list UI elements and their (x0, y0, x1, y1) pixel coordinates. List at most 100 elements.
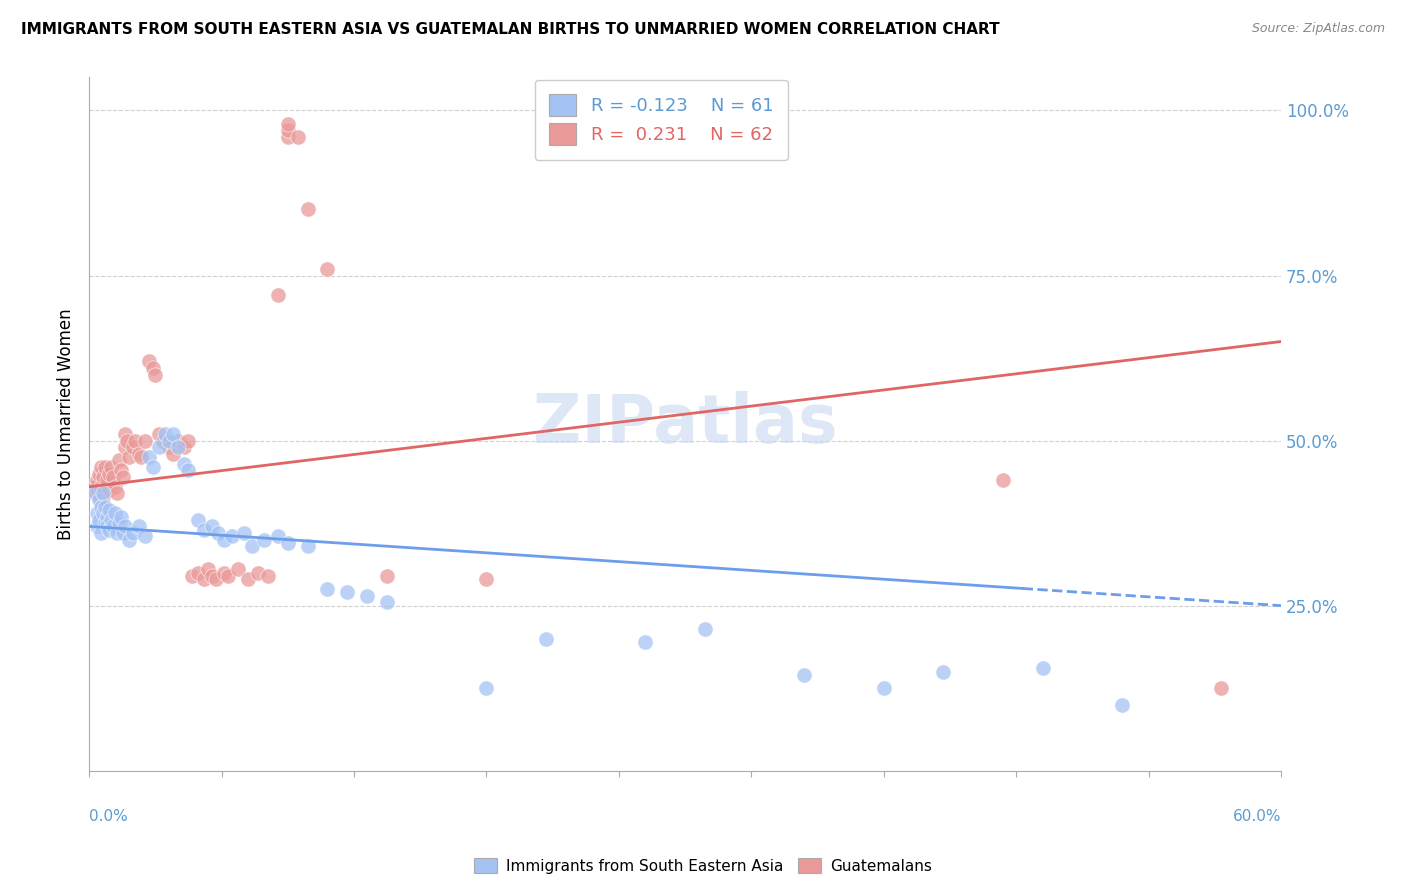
Point (96, 473, 118, 487)
Point (111, 526, 134, 541)
Point (111, 470, 134, 484)
Point (104, 506, 127, 520)
Point (94, 500, 117, 514)
Point (1211, 681, 1233, 695)
Legend: Immigrants from South Eastern Asia, Guatemalans: Immigrants from South Eastern Asia, Guat… (468, 852, 938, 880)
Point (316, 261, 339, 276)
Point (534, 632, 557, 646)
Point (114, 427, 136, 442)
Point (991, 473, 1014, 487)
Point (104, 480, 127, 494)
Point (277, 117, 299, 131)
Point (475, 681, 498, 695)
Point (153, 427, 176, 442)
Point (316, 582, 339, 596)
Point (246, 566, 269, 580)
Point (375, 569, 398, 583)
Point (90, 526, 112, 541)
Point (693, 622, 716, 636)
Point (87, 513, 110, 527)
Point (138, 450, 160, 464)
Point (105, 526, 128, 541)
Point (100, 460, 122, 475)
Point (143, 368, 166, 382)
Point (101, 519, 124, 533)
Point (233, 526, 256, 541)
Point (297, 202, 319, 217)
Point (1032, 661, 1054, 675)
Point (253, 533, 276, 547)
Point (128, 519, 150, 533)
Point (221, 529, 243, 543)
Y-axis label: Births to Unmarried Women: Births to Unmarried Women (58, 309, 75, 540)
Point (375, 595, 398, 609)
Point (84, 486, 107, 500)
Point (267, 529, 290, 543)
Point (100, 513, 122, 527)
Point (110, 463, 132, 477)
Point (114, 440, 136, 454)
Point (277, 123, 299, 137)
Point (177, 463, 200, 477)
Point (236, 572, 259, 586)
Point (226, 562, 249, 576)
Point (157, 434, 180, 448)
Point (152, 434, 174, 448)
Text: ZIPatlas: ZIPatlas (533, 391, 838, 457)
Point (257, 569, 280, 583)
Point (134, 529, 156, 543)
Point (336, 585, 359, 599)
Point (91, 490, 114, 504)
Point (118, 450, 141, 464)
Point (87, 493, 110, 508)
Point (148, 440, 170, 454)
Point (121, 440, 143, 454)
Point (90, 500, 112, 514)
Point (101, 470, 124, 484)
Point (86, 486, 108, 500)
Point (167, 440, 190, 454)
Point (124, 434, 146, 448)
Point (177, 434, 200, 448)
Text: Source: ZipAtlas.com: Source: ZipAtlas.com (1251, 22, 1385, 36)
Point (167, 434, 190, 448)
Point (240, 539, 263, 553)
Point (148, 427, 170, 442)
Point (356, 589, 378, 603)
Point (94, 516, 117, 530)
Point (267, 288, 290, 302)
Point (157, 440, 180, 454)
Point (181, 569, 204, 583)
Point (110, 509, 132, 524)
Point (96, 509, 118, 524)
Point (793, 668, 815, 682)
Point (86, 506, 108, 520)
Point (118, 533, 141, 547)
Text: IMMIGRANTS FROM SOUTH EASTERN ASIA VS GUATEMALAN BIRTHS TO UNMARRIED WOMEN CORRE: IMMIGRANTS FROM SOUTH EASTERN ASIA VS GU… (21, 22, 1000, 37)
Point (97, 523, 120, 537)
Point (87, 490, 110, 504)
Point (207, 526, 229, 541)
Point (91, 470, 114, 484)
Point (187, 566, 209, 580)
Point (297, 539, 319, 553)
Point (932, 665, 955, 679)
Point (96, 519, 118, 533)
Point (97, 503, 120, 517)
Point (105, 486, 128, 500)
Point (205, 572, 228, 586)
Point (212, 566, 235, 580)
Point (162, 427, 184, 442)
Point (91, 506, 114, 520)
Point (287, 129, 309, 144)
Point (97, 483, 120, 497)
Point (277, 536, 299, 550)
Point (108, 516, 131, 530)
Point (115, 434, 138, 448)
Point (475, 572, 498, 586)
Point (87, 467, 110, 481)
Point (193, 523, 215, 537)
Point (212, 533, 235, 547)
Point (142, 361, 165, 376)
Point (86, 473, 108, 487)
